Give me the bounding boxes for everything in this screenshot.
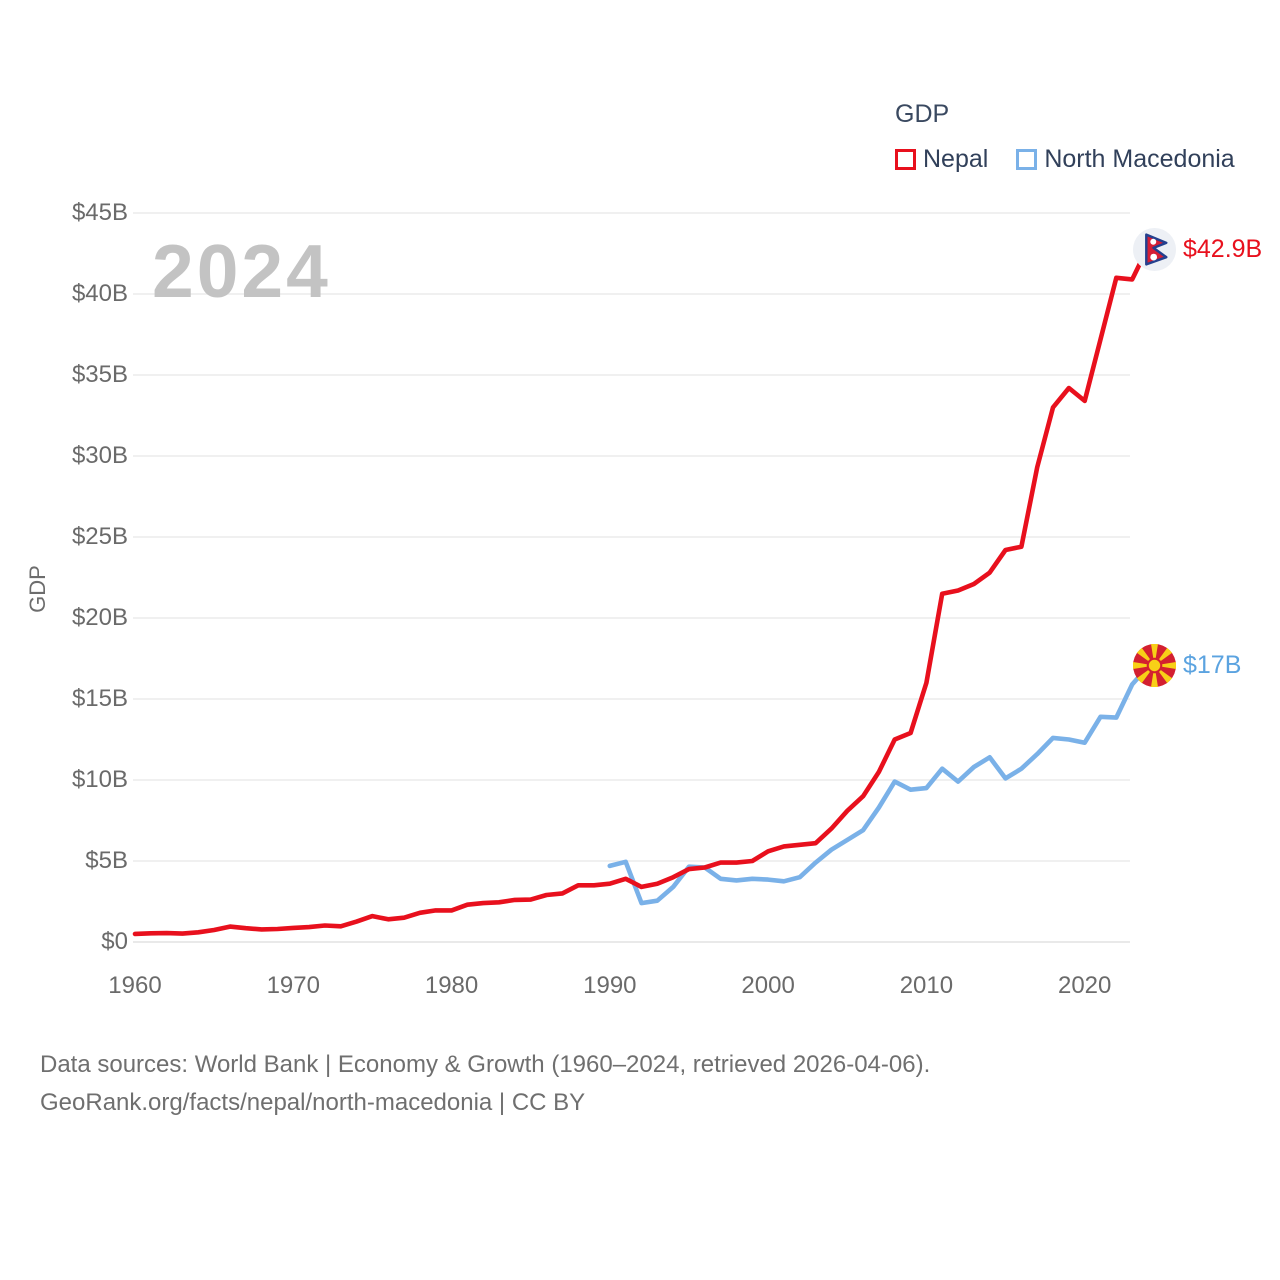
nepal-end-label: $42.9B [1133,228,1262,271]
nepal-line[interactable] [132,244,1151,937]
data-lines [132,244,1151,937]
gridlines [133,212,1130,943]
y-tick-label: $45B [71,199,128,226]
legend-label-north-macedonia: North Macedonia [1044,145,1235,173]
north-macedonia-flag-icon [1133,644,1176,687]
legend-item-north-macedonia[interactable]: North Macedonia [1016,145,1235,174]
footer-data-sources: Data sources: World Bank | Economy & Gro… [40,1051,931,1078]
y-tick-label: $10B [71,766,128,793]
y-tick-label: $15B [71,685,128,712]
y-tick-label: $25B [71,523,128,550]
north-macedonia-end-label: $17B [1133,644,1241,687]
y-tick-label: $35B [71,361,128,388]
x-tick-label: 2020 [1057,972,1112,999]
x-tick-label: 2010 [899,972,954,999]
x-tick-label: 1980 [424,972,479,999]
north-macedonia-end-value: $17B [1183,651,1242,679]
legend-label-nepal: Nepal [923,145,989,173]
footer-link: GeoRank.org/facts/nepal/north-macedonia … [40,1089,586,1116]
nepal-flag-icon [1133,228,1176,271]
legend-item-nepal[interactable]: Nepal [895,145,988,174]
x-tick-label: 1990 [583,972,637,999]
legend: GDP Nepal North Macedonia [895,100,1235,174]
nepal-end-value: $42.9B [1183,235,1263,263]
nepal-series-swatch-icon [895,149,916,170]
x-tick-label: 2000 [741,972,795,999]
footer-attribution: Data sources: World Bank | Economy & Gro… [40,1046,930,1122]
y-tick-label: $20B [71,604,128,631]
y-tick-label: $5B [85,847,128,874]
x-tick-label: 1970 [266,972,320,999]
y-tick-label: $0 [101,928,128,955]
x-tick-label: 1960 [108,972,162,999]
north-macedonia-series-swatch-icon [1016,149,1038,170]
y-tick-label: $30B [71,442,128,469]
legend-title: GDP [895,100,950,128]
y-tick-label: $40B [71,280,128,307]
